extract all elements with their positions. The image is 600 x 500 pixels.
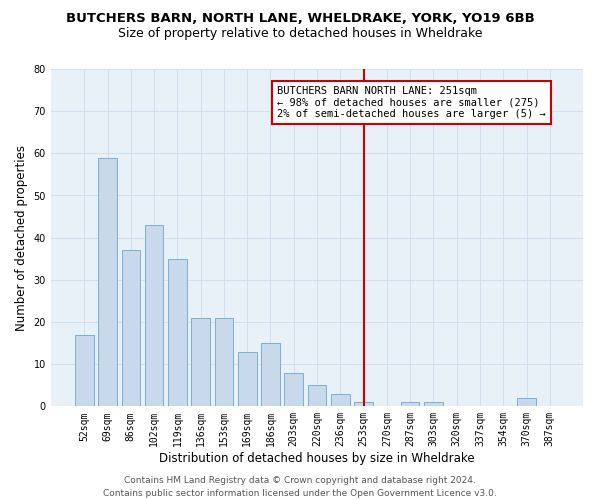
Bar bbox=[122, 250, 140, 406]
Bar bbox=[168, 259, 187, 406]
Bar bbox=[215, 318, 233, 406]
Bar bbox=[284, 372, 303, 406]
X-axis label: Distribution of detached houses by size in Wheldrake: Distribution of detached houses by size … bbox=[159, 452, 475, 465]
Bar bbox=[517, 398, 536, 406]
Bar bbox=[424, 402, 443, 406]
Bar bbox=[145, 225, 163, 406]
Text: BUTCHERS BARN, NORTH LANE, WHELDRAKE, YORK, YO19 6BB: BUTCHERS BARN, NORTH LANE, WHELDRAKE, YO… bbox=[65, 12, 535, 26]
Bar bbox=[98, 158, 117, 406]
Bar bbox=[354, 402, 373, 406]
Bar bbox=[401, 402, 419, 406]
Bar bbox=[308, 385, 326, 406]
Y-axis label: Number of detached properties: Number of detached properties bbox=[15, 144, 28, 330]
Text: Contains HM Land Registry data © Crown copyright and database right 2024.
Contai: Contains HM Land Registry data © Crown c… bbox=[103, 476, 497, 498]
Text: Size of property relative to detached houses in Wheldrake: Size of property relative to detached ho… bbox=[118, 28, 482, 40]
Bar bbox=[238, 352, 257, 406]
Bar bbox=[331, 394, 350, 406]
Bar bbox=[75, 334, 94, 406]
Bar bbox=[191, 318, 210, 406]
Text: BUTCHERS BARN NORTH LANE: 251sqm
← 98% of detached houses are smaller (275)
2% o: BUTCHERS BARN NORTH LANE: 251sqm ← 98% o… bbox=[277, 86, 546, 119]
Bar bbox=[261, 343, 280, 406]
